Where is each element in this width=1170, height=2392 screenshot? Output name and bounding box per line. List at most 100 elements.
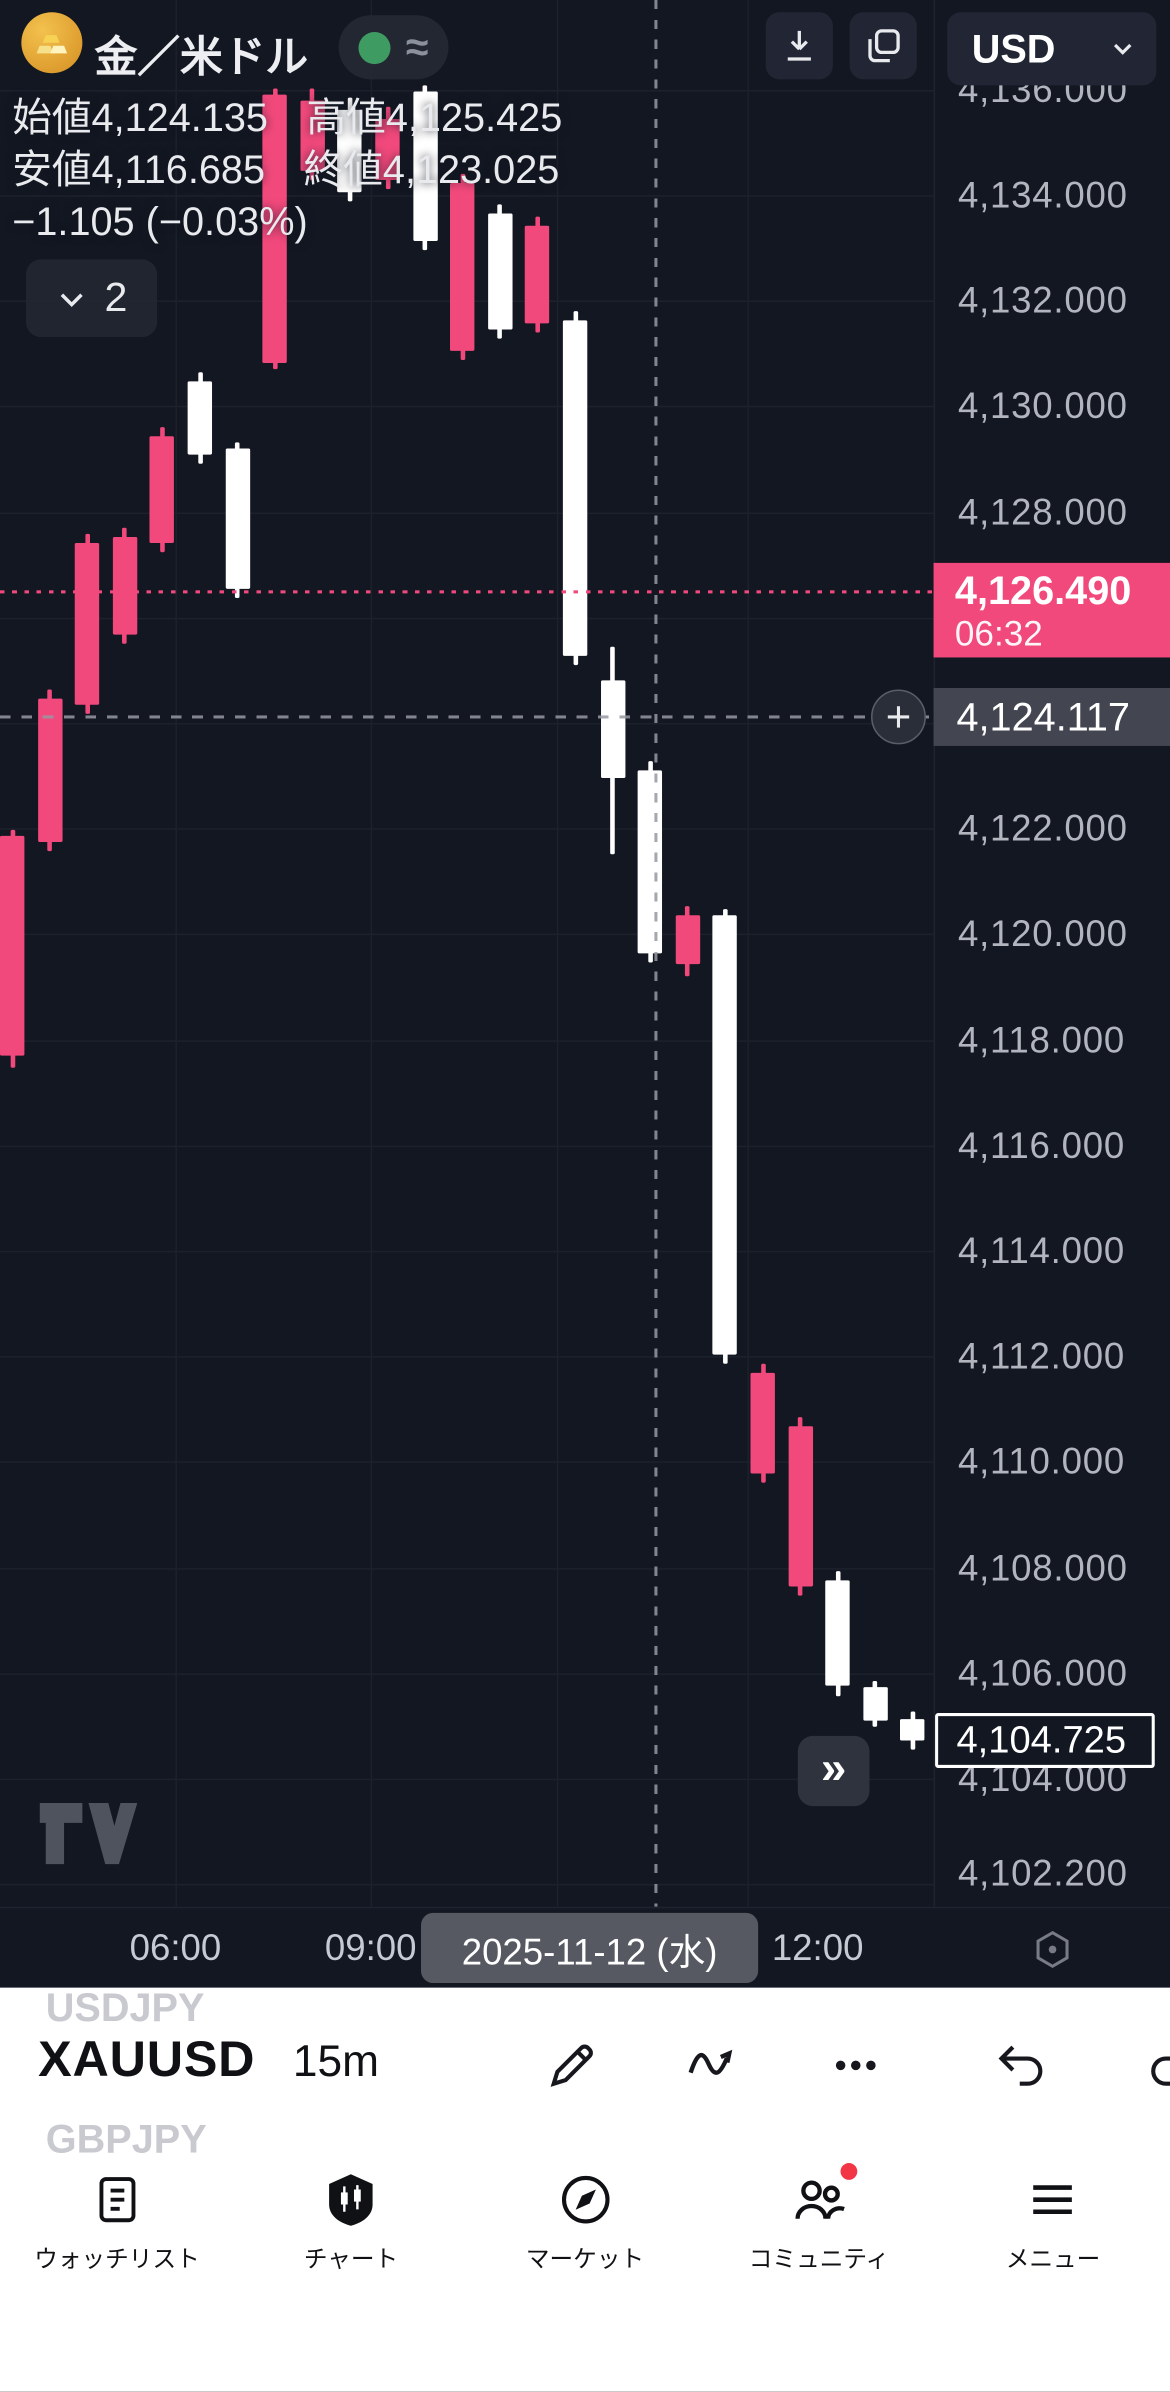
currency-value: USD xyxy=(971,25,1056,71)
prev-symbol[interactable]: USDJPY xyxy=(45,1984,205,2031)
currency-dropdown[interactable]: USD xyxy=(947,12,1157,86)
candle-body xyxy=(75,543,100,705)
gridline-horizontal xyxy=(0,828,934,831)
indicator-squiggle-icon xyxy=(688,2049,733,2075)
last-price-value: 4,126.490 xyxy=(954,567,1132,613)
draw-tool-button[interactable] xyxy=(542,2035,603,2096)
gridline-horizontal xyxy=(0,1461,934,1464)
gridline-horizontal xyxy=(0,1145,934,1147)
gridline-vertical xyxy=(370,0,373,1907)
nav-item-markets[interactable]: マーケット xyxy=(468,2154,702,2337)
gridline-horizontal xyxy=(0,1250,934,1253)
undo-arrow-icon xyxy=(998,2045,1043,2086)
candle-body xyxy=(150,436,175,544)
price-axis-label: 4,130.000 xyxy=(957,386,1128,428)
price-axis-label: 4,106.000 xyxy=(957,1653,1128,1695)
gridline-horizontal xyxy=(0,511,934,514)
nav-label: チャート xyxy=(303,2246,399,2273)
price-axis-label: 4,114.000 xyxy=(957,1231,1126,1273)
close-value: 4,123.025 xyxy=(382,146,560,193)
notification-badge xyxy=(840,2163,858,2180)
approx-icon: ≈ xyxy=(405,24,429,71)
nav-label: メニュー xyxy=(1005,2246,1101,2273)
flip-chart-button[interactable] xyxy=(849,12,917,80)
redo-arrow-icon xyxy=(1151,2056,1170,2086)
candle-body xyxy=(525,225,550,324)
gridline-horizontal xyxy=(0,934,934,936)
candle-body xyxy=(712,915,738,1356)
bottom-panel: USDJPY XAUUSD GBPJPY 15m xyxy=(0,1984,1170,2392)
hexagon-settings-icon[interactable] xyxy=(1031,1928,1074,1978)
download-icon xyxy=(787,30,811,61)
price-axis-label: 4,102.200 xyxy=(957,1853,1128,1895)
gridline-vertical xyxy=(175,0,177,1907)
compass-icon xyxy=(551,2166,618,2233)
candle-body xyxy=(225,448,250,589)
chart-shield-icon xyxy=(317,2166,384,2233)
gridline-vertical xyxy=(556,0,559,1907)
more-options-button[interactable] xyxy=(825,2035,886,2096)
candle-body xyxy=(450,183,475,351)
gridline-horizontal xyxy=(0,1039,934,1042)
current-symbol[interactable]: XAUUSD xyxy=(38,2030,256,2087)
high-value: 4,125.425 xyxy=(385,94,563,141)
gridline-horizontal xyxy=(0,89,934,92)
candle-body xyxy=(562,320,588,657)
time-axis[interactable]: 06:00 09:00 12:00 2025-11-12 (水) xyxy=(0,1906,1170,1990)
gridline-horizontal xyxy=(0,1567,934,1570)
market-status-pill[interactable]: ≈ xyxy=(338,15,449,80)
nav-item-chart[interactable]: チャート xyxy=(234,2154,468,2337)
price-axis-label: 4,110.000 xyxy=(957,1442,1126,1484)
price-axis-label: 4,108.000 xyxy=(957,1547,1128,1589)
nav-item-watchlist[interactable]: ウォッチリスト xyxy=(0,2154,234,2337)
ohlc-info: 始値4,124.135 高値4,125.425 安値4,116.685 終値4,… xyxy=(12,92,562,248)
undo-button[interactable] xyxy=(992,2035,1053,2096)
candle-body xyxy=(487,213,513,330)
hamburger-menu-icon xyxy=(1019,2166,1086,2233)
redo-button-partial[interactable] xyxy=(1141,2035,1170,2096)
nav-item-menu[interactable]: メニュー xyxy=(936,2154,1170,2337)
low-price-label: 4,104.725 xyxy=(935,1712,1155,1768)
candle-body xyxy=(825,1579,850,1687)
gold-symbol-icon xyxy=(21,12,83,74)
candle-body xyxy=(900,1718,926,1741)
market-open-dot xyxy=(358,31,391,64)
price-axis-label: 4,112.000 xyxy=(957,1336,1126,1378)
candle-body xyxy=(187,381,213,455)
indicators-collapse-button[interactable]: 2 xyxy=(25,259,158,338)
price-axis-label: 4,134.000 xyxy=(957,175,1128,217)
candle-body xyxy=(863,1687,888,1722)
candle-body xyxy=(637,770,663,954)
next-symbol[interactable]: GBPJPY xyxy=(45,2115,207,2162)
gridline-horizontal xyxy=(0,406,934,408)
time-axis-label: 06:00 xyxy=(129,1928,222,1970)
scroll-to-latest-button[interactable]: » xyxy=(797,1735,870,1807)
price-axis-label: 4,128.000 xyxy=(957,492,1128,534)
crosshair-vertical-line xyxy=(654,0,658,1907)
close-label: 終値 xyxy=(303,146,383,193)
time-axis-label: 09:00 xyxy=(324,1928,417,1970)
nav-item-community[interactable]: コミュニティ xyxy=(702,2154,936,2337)
price-axis-separator xyxy=(933,0,936,1907)
time-axis-label: 12:00 xyxy=(771,1928,864,1970)
gridline-horizontal xyxy=(0,1884,934,1886)
download-button[interactable] xyxy=(765,12,833,80)
change-value: −1.105 (−0.03%) xyxy=(12,198,308,245)
gridline-horizontal xyxy=(0,1673,934,1675)
tradingview-logo-watermark xyxy=(39,1803,138,1881)
candle-body xyxy=(375,118,400,180)
gridline-horizontal xyxy=(0,1356,934,1358)
price-axis-label: 4,132.000 xyxy=(957,280,1128,323)
price-axis-label: 4,120.000 xyxy=(957,914,1128,956)
chevron-down-icon xyxy=(1113,43,1132,55)
watchlist-icon xyxy=(83,2166,150,2233)
add-alert-plus-button[interactable] xyxy=(871,689,926,745)
open-label: 始値 xyxy=(12,94,92,141)
pen-icon xyxy=(550,2044,593,2087)
bar-countdown: 06:32 xyxy=(954,612,1043,653)
candlestick-chart[interactable]: 4,136.000 4,134.000 4,132.000 4,130.000 4,12… xyxy=(0,0,1170,1907)
indicators-button[interactable] xyxy=(682,2035,743,2096)
interval-button[interactable]: 15m xyxy=(292,2037,379,2087)
gridline-vertical xyxy=(747,0,749,1907)
